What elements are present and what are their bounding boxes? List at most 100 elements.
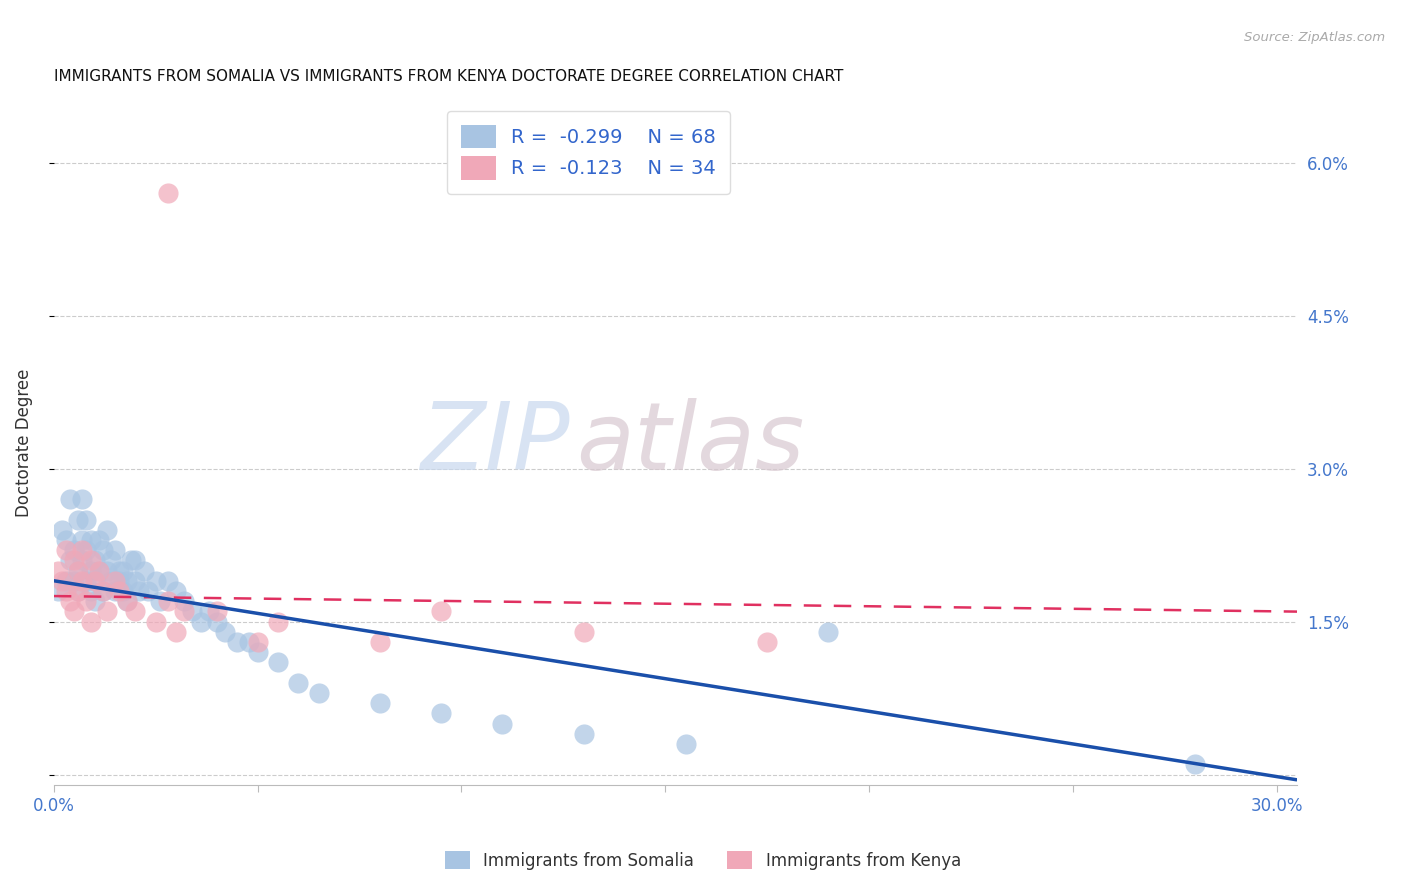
Point: [308, 686, 330, 700]
Point: [59, 553, 82, 567]
Point: [246, 645, 269, 659]
Point: [79, 615, 101, 629]
Point: [165, 624, 187, 639]
Point: [59, 492, 82, 507]
Point: [238, 635, 260, 649]
Point: [87, 564, 110, 578]
Point: [67, 512, 90, 526]
Point: [63, 553, 86, 567]
Point: [63, 543, 86, 558]
Point: [149, 594, 172, 608]
Point: [756, 635, 779, 649]
Point: [115, 594, 138, 608]
Point: [572, 624, 595, 639]
Point: [79, 584, 101, 599]
Point: [96, 564, 118, 578]
Point: [108, 584, 131, 599]
Point: [55, 543, 77, 558]
Point: [145, 574, 167, 588]
Point: [67, 564, 90, 578]
Point: [67, 584, 90, 599]
Point: [145, 615, 167, 629]
Point: [79, 553, 101, 567]
Text: atlas: atlas: [576, 398, 804, 489]
Point: [46, 564, 69, 578]
Point: [72, 492, 94, 507]
Point: [96, 604, 118, 618]
Point: [72, 533, 94, 547]
Point: [120, 553, 142, 567]
Y-axis label: Doctorate Degree: Doctorate Degree: [15, 369, 32, 517]
Point: [100, 574, 122, 588]
Point: [368, 635, 391, 649]
Text: Source: ZipAtlas.com: Source: ZipAtlas.com: [1244, 31, 1385, 45]
Point: [491, 716, 513, 731]
Point: [205, 615, 228, 629]
Point: [72, 553, 94, 567]
Point: [51, 574, 73, 588]
Point: [67, 564, 90, 578]
Point: [100, 553, 122, 567]
Legend: R =  -0.299    N = 68, R =  -0.123    N = 34: R = -0.299 N = 68, R = -0.123 N = 34: [447, 112, 730, 194]
Point: [430, 706, 453, 721]
Point: [75, 512, 97, 526]
Point: [55, 574, 77, 588]
Point: [91, 543, 114, 558]
Point: [46, 584, 69, 599]
Point: [67, 584, 90, 599]
Point: [287, 675, 309, 690]
Point: [63, 604, 86, 618]
Point: [96, 523, 118, 537]
Point: [226, 635, 249, 649]
Point: [115, 574, 138, 588]
Point: [156, 574, 179, 588]
Point: [156, 186, 179, 201]
Point: [108, 574, 131, 588]
Point: [55, 584, 77, 599]
Point: [83, 574, 105, 588]
Point: [173, 594, 195, 608]
Point: [55, 533, 77, 547]
Point: [572, 727, 595, 741]
Point: [51, 523, 73, 537]
Point: [246, 635, 269, 649]
Point: [181, 604, 204, 618]
Point: [79, 564, 101, 578]
Point: [124, 604, 146, 618]
Point: [128, 584, 150, 599]
Text: ZIP: ZIP: [420, 398, 569, 489]
Point: [104, 584, 127, 599]
Text: IMMIGRANTS FROM SOMALIA VS IMMIGRANTS FROM KENYA DOCTORATE DEGREE CORRELATION CH: IMMIGRANTS FROM SOMALIA VS IMMIGRANTS FR…: [53, 69, 844, 84]
Point: [267, 615, 290, 629]
Legend: Immigrants from Somalia, Immigrants from Kenya: Immigrants from Somalia, Immigrants from…: [439, 845, 967, 877]
Point: [83, 553, 105, 567]
Point: [267, 656, 290, 670]
Point: [115, 594, 138, 608]
Point: [368, 696, 391, 710]
Point: [75, 594, 97, 608]
Point: [75, 574, 97, 588]
Point: [72, 574, 94, 588]
Point: [675, 737, 697, 751]
Point: [124, 553, 146, 567]
Point: [124, 574, 146, 588]
Point: [136, 584, 159, 599]
Point: [63, 574, 86, 588]
Point: [112, 584, 135, 599]
Point: [79, 533, 101, 547]
Point: [87, 533, 110, 547]
Point: [75, 543, 97, 558]
Point: [197, 604, 219, 618]
Point: [59, 594, 82, 608]
Point: [190, 615, 212, 629]
Point: [132, 564, 155, 578]
Point: [173, 604, 195, 618]
Point: [1184, 757, 1206, 772]
Point: [72, 543, 94, 558]
Point: [430, 604, 453, 618]
Point: [214, 624, 236, 639]
Point: [91, 584, 114, 599]
Point: [104, 543, 127, 558]
Point: [112, 564, 135, 578]
Point: [817, 624, 839, 639]
